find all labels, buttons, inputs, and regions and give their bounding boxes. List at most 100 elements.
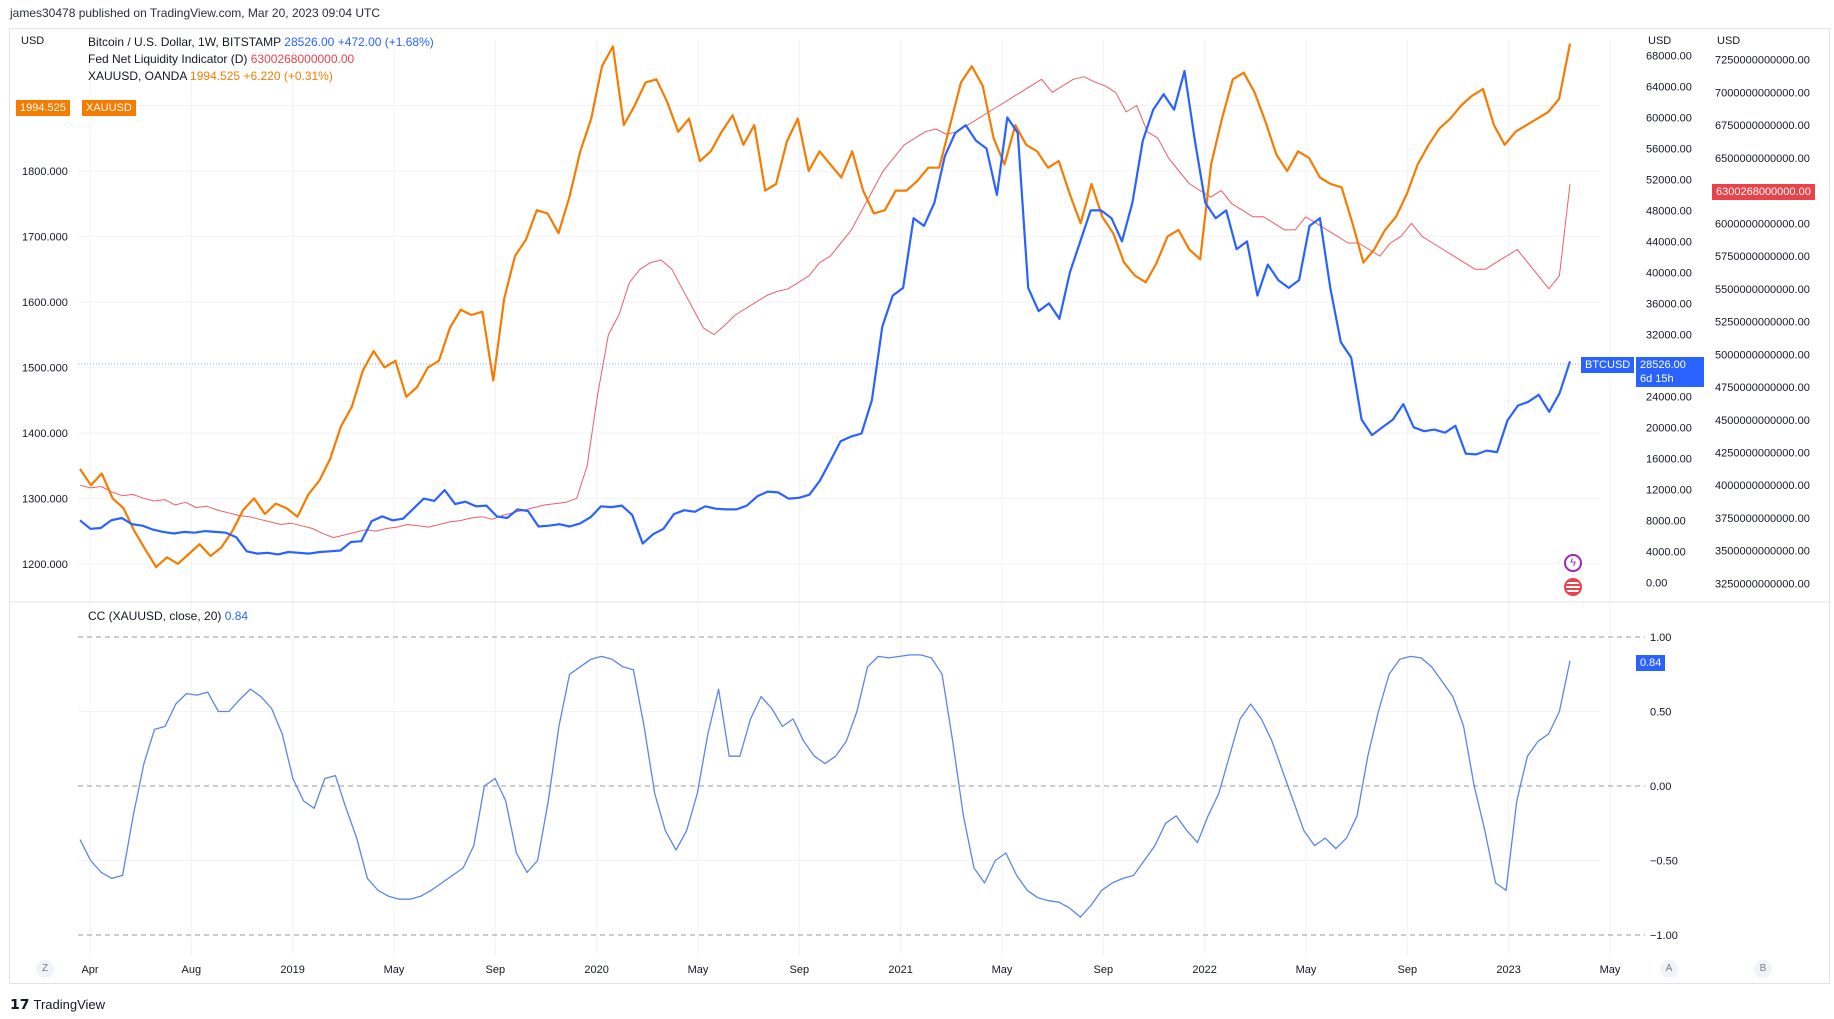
legend-cc-value: 0.84 [224,609,249,623]
legend-xau-change: +6.220 (+0.31%) [243,69,333,83]
x-tick-label: May [688,964,709,976]
footer-brand[interactable]: 𝟭𝟳 TradingView [10,996,105,1013]
legend-fed[interactable]: Fed Net Liquidity Indicator (D) 63002680… [88,51,354,68]
fed-axis: 7250000000000.00 7000000000000.00 67500000… [1715,55,1810,591]
fed-unit-label: USD [1717,35,1741,47]
fed-tick-label: 5750000000000.00 [1715,251,1810,263]
settings-b-button[interactable]: B [1754,960,1772,978]
x-tick-label: Sep [486,964,506,976]
x-tick-label: May [992,964,1013,976]
x-tick-label: Apr [81,964,98,976]
legend-xau-value: 1994.525 [190,69,241,83]
btc-tick-label: 68000.00 [1646,50,1692,62]
fed-tick-label: 4250000000000.00 [1715,448,1810,460]
x-tick-label: Sep [1398,964,1418,976]
btc-unit-label: USD [1648,35,1672,47]
btc-tick-label: 56000.00 [1646,143,1692,155]
cc-tick-label: 0.00 [1650,781,1671,793]
series-line-fed-net-liquidity-indicator [79,76,1571,539]
legend-btc[interactable]: Bitcoin / U.S. Dollar, 1W, BITSTAMP 2852… [88,34,434,51]
legend-btc-name: Bitcoin / U.S. Dollar, 1W, BITSTAMP [88,35,281,49]
legend-xau[interactable]: XAUUSD, OANDA 1994.525 +6.220 (+0.31%) [88,68,333,85]
left-axis: 1900.0001800.0001700.0001600.0001500.000… [22,100,68,570]
xau-price-tag: 1994.525 [16,100,70,116]
btc-tick-label: 52000.00 [1646,174,1692,186]
x-tick-label: 2019 [280,964,304,976]
fed-tick-label: 5250000000000.00 [1715,317,1810,329]
btc-tick-label: 24000.00 [1646,391,1692,403]
series-line-btcusd [79,69,1572,556]
left-tick-label: 1800.000 [22,166,68,178]
left-tick-label: 1500.000 [22,362,68,374]
btc-tick-label: 20000.00 [1646,422,1692,434]
us-flag-icon[interactable] [1564,578,1582,596]
btc-tick-label: 4000.00 [1646,546,1686,558]
fed-tick-label: 4750000000000.00 [1715,382,1810,394]
tradingview-logo-icon: 𝟭𝟳 [10,996,30,1012]
x-tick-label: 2020 [584,964,608,976]
btc-tick-label: 40000.00 [1646,267,1692,279]
fed-tick-label: 3750000000000.00 [1715,513,1810,525]
x-tick-label: 2023 [1496,964,1520,976]
btc-tick-label: 44000.00 [1646,236,1692,248]
lightning-icon[interactable]: ϟ [1564,554,1582,572]
cc-tick-label: −0.50 [1650,856,1678,868]
btc-tick-label: 8000.00 [1646,515,1686,527]
btc-axis: 68000.00 64000.00 60000.00 56000.00 52000.00… [1646,50,1692,589]
fed-tick-label: 5500000000000.00 [1715,284,1810,296]
x-tick-label: Sep [1094,964,1114,976]
btc-tick-label: 32000.00 [1646,329,1692,341]
left-tick-label: 1300.000 [22,493,68,505]
chart-frame [9,28,1830,984]
x-tick-label: May [1296,964,1317,976]
grid-main [78,40,1611,955]
fed-tick-label: 3250000000000.00 [1715,578,1810,590]
fed-tick-label: 3500000000000.00 [1715,546,1810,558]
fed-tick-label: 5000000000000.00 [1715,349,1810,361]
cc-axis: 1.00 0.50 0.00 −0.50 −1.00 [1650,632,1678,942]
x-tick-label: 2022 [1192,964,1216,976]
cc-series-line [79,654,1571,918]
series-line-xauusd [79,43,1572,569]
fed-price-tag: 6300268000000.00 [1712,184,1815,200]
btc-tick-label: 36000.00 [1646,298,1692,310]
cc-tick-label: 1.00 [1650,632,1671,644]
legend-fed-value: 6300268000000.00 [250,52,355,66]
left-tick-label: 1200.000 [22,559,68,571]
publisher-header: james30478 published on TradingView.com,… [10,6,381,20]
legend-cc-name: CC (XAUUSD, close, 20) [88,609,222,623]
cc-tick-label: −1.00 [1650,930,1678,942]
btc-price-value: 28526.00 [1640,359,1686,371]
zoom-button[interactable]: Z [36,960,54,978]
btc-tick-label: 0.00 [1646,577,1667,589]
btc-countdown: 6d 15h [1640,373,1674,385]
fed-tick-label: 6500000000000.00 [1715,153,1810,165]
btc-tick-label: 64000.00 [1646,81,1692,93]
left-tick-label: 1400.000 [22,428,68,440]
fed-tick-label: 4500000000000.00 [1715,415,1810,427]
x-tick-label: May [384,964,405,976]
cc-tick-label: 0.50 [1650,707,1671,719]
grid-cc [78,711,1600,861]
footer-brand-name: TradingView [33,997,106,1012]
fed-tick-label: 6000000000000.00 [1715,218,1810,230]
x-tick-label: May [1600,964,1621,976]
btc-tick-label: 60000.00 [1646,112,1692,124]
time-axis: Apr Aug 2019 May Sep 2020 May Sep 2021 May Sep 2022… [81,964,1620,976]
legend-cc[interactable]: CC (XAUUSD, close, 20) 0.84 [88,608,248,625]
auto-scale-button[interactable]: A [1660,960,1678,978]
x-tick-label: 2021 [888,964,912,976]
legend-btc-change: +472.00 (+1.68%) [337,35,434,49]
x-tick-label: Sep [790,964,810,976]
legend-btc-value: 28526.00 [284,35,335,49]
series-layer [79,43,1572,569]
btc-symbol-tag: BTCUSD [1581,357,1635,373]
left-tick-label: 1700.000 [22,231,68,243]
btc-price-tag: 28526.00 6d 15h [1636,357,1704,387]
cc-reference-lines [78,636,1645,936]
legend-xau-name: XAUUSD, OANDA [88,69,187,83]
fed-tick-label: 6750000000000.00 [1715,120,1810,132]
cc-value-tag: 0.84 [1636,655,1666,671]
btc-tick-label: 12000.00 [1646,484,1692,496]
